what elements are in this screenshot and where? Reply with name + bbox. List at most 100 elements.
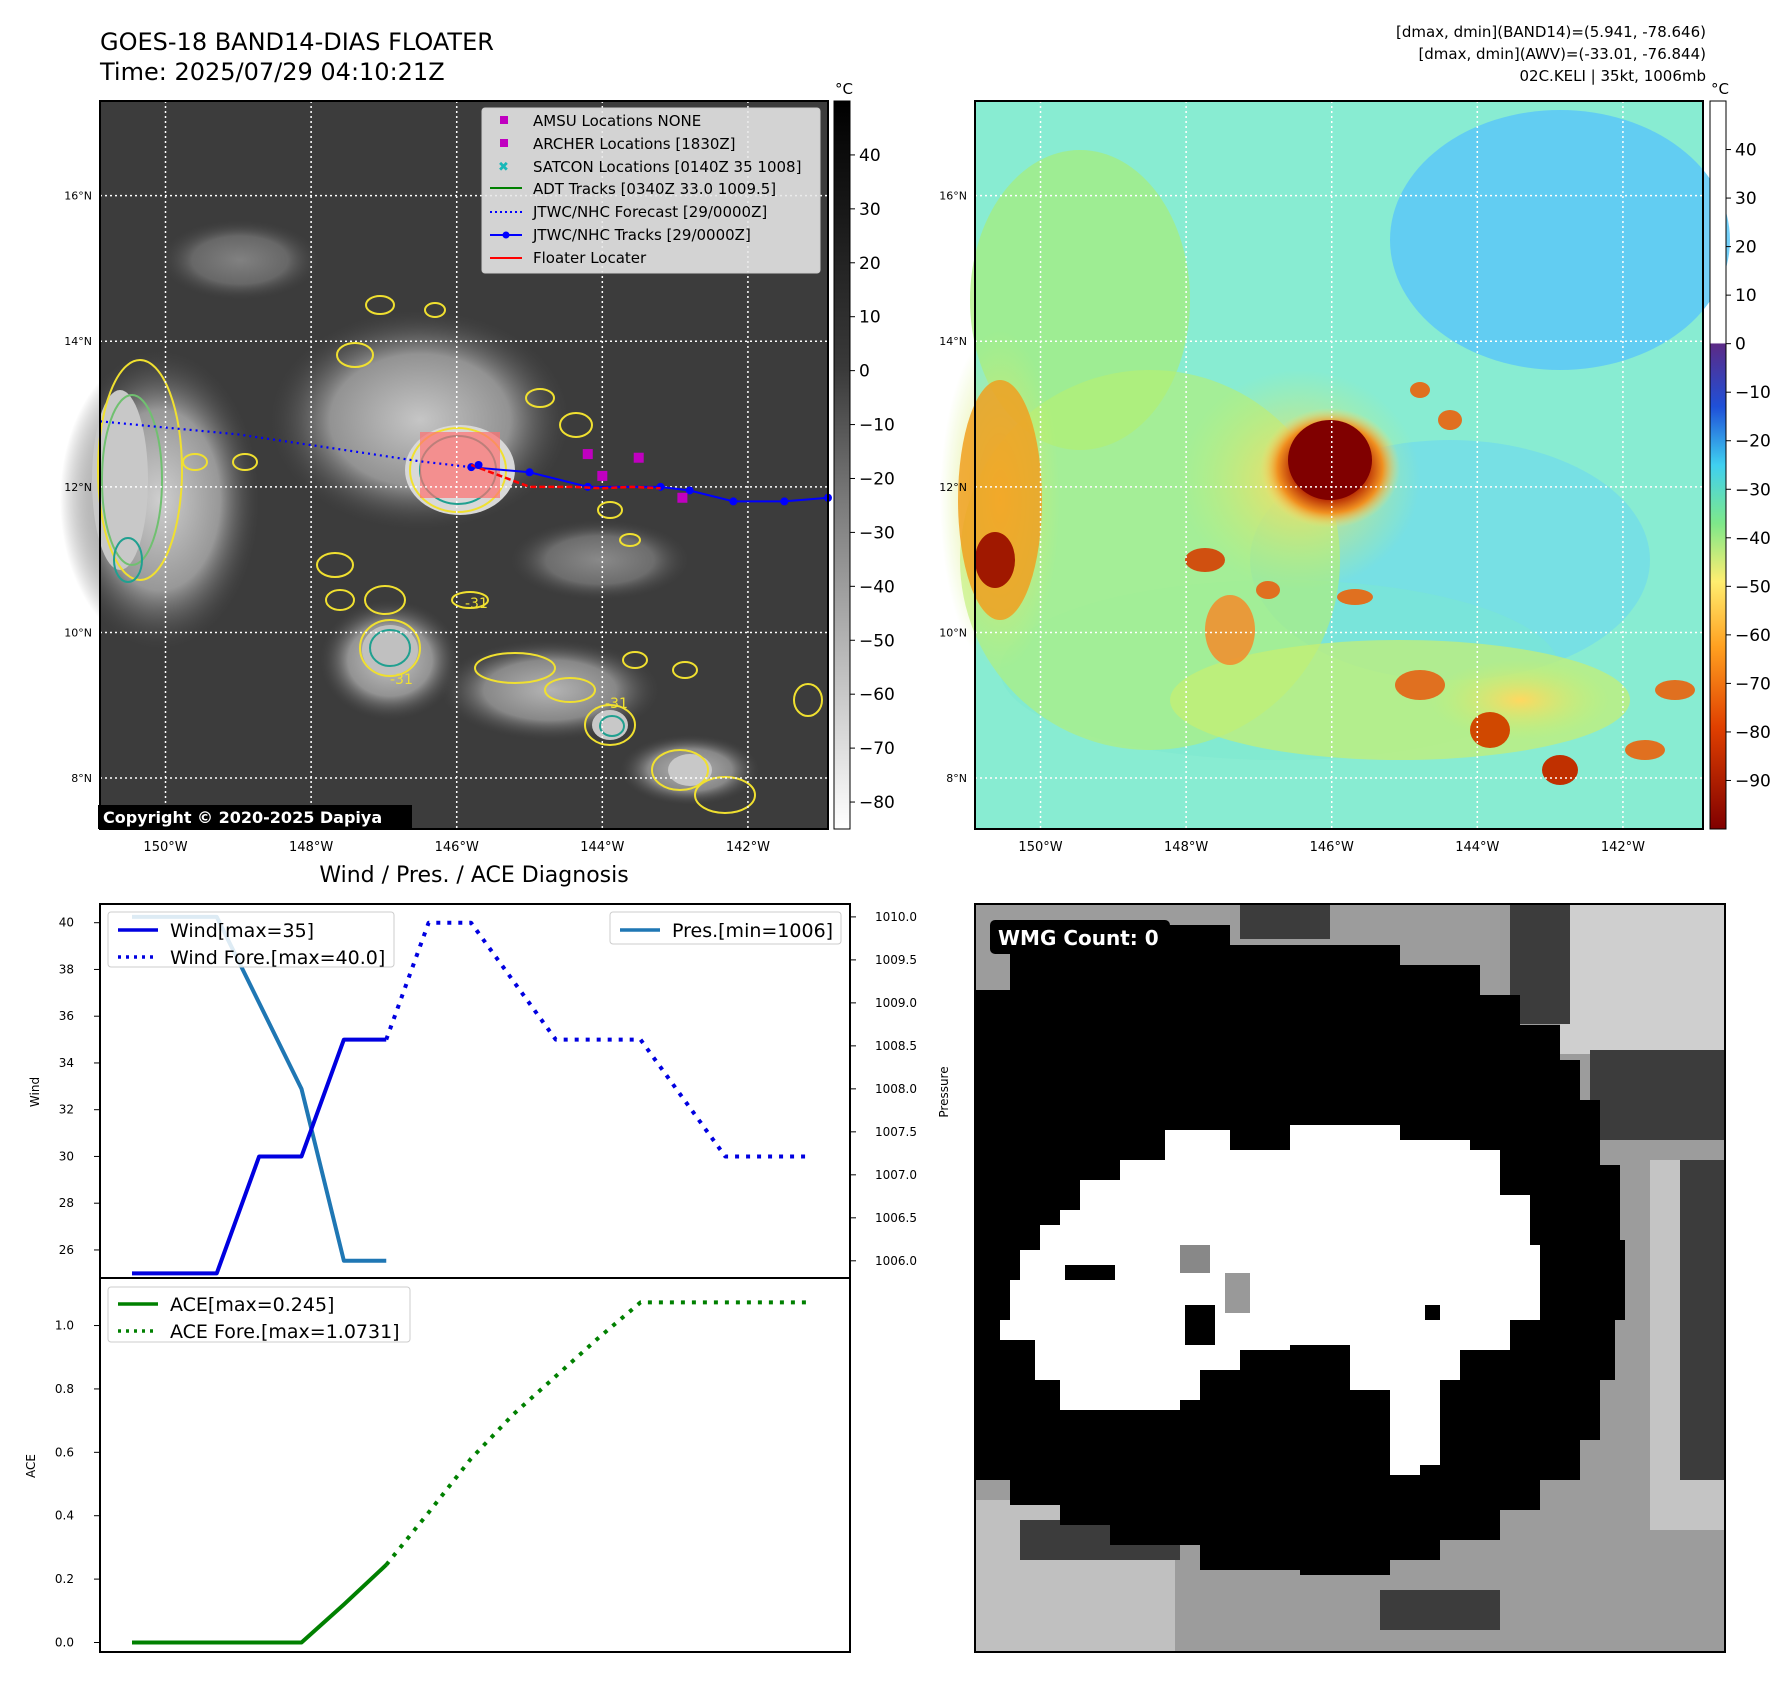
legend-label-ace: ACE[max=0.245]	[170, 1294, 334, 1316]
wind-legend-box	[107, 911, 395, 968]
contour-label: -31	[390, 672, 413, 688]
wv-colorbar	[1709, 100, 1727, 830]
legend-label-adt: ADT Tracks [0340Z 33.0 1009.5]	[533, 180, 776, 198]
ir-map-frame	[99, 100, 829, 830]
copyright-text: Copyright © 2020-2025 Dapiya	[103, 808, 382, 827]
lon-tick-label: 150°W	[1018, 840, 1062, 855]
legend-marker-tracks-dot	[502, 231, 510, 239]
legend-marker-satcon: ✖	[498, 160, 509, 175]
ir-panel: -31 -31 -31 150°W 148°W 146°W 144°W 142°W 16°…	[60, 80, 895, 855]
best-track-point	[525, 468, 534, 477]
y-tick-label: 36	[59, 1009, 74, 1023]
colorbar-tick-label: 10	[859, 308, 881, 328]
legend-label-satcon: SATCON Locations [0140Z 35 1008]	[533, 158, 801, 176]
colorbar-tick-label: 0	[859, 362, 870, 382]
ir-colorbar	[833, 100, 851, 830]
colorbar-tick-label: −20	[859, 469, 895, 489]
info-line1: [dmax, dmin](BAND14)=(5.941, -78.646)	[1396, 23, 1706, 41]
ace-forecast-series-line	[384, 1300, 810, 1567]
y2-tick-label: 1007.0	[875, 1168, 917, 1182]
wmg-black-cell	[1425, 1305, 1440, 1320]
wmg-frame	[974, 903, 1726, 1653]
diagnosis-title: Wind / Pres. / ACE Diagnosis	[319, 863, 628, 888]
wmg-black-cell	[1185, 1305, 1215, 1345]
y2-tick-label: 1006.0	[875, 1254, 917, 1268]
ir-tracks	[99, 420, 832, 506]
lat-tick-label: 16°N	[939, 190, 967, 203]
lon-tick-label: 146°W	[435, 840, 479, 855]
y2-tick-label: 1006.5	[875, 1211, 917, 1225]
wmg-white-core	[1000, 1125, 1540, 1475]
ir-legend: AMSU Locations NONE ARCHER Locations [18…	[481, 107, 821, 274]
y2-tick-label: 1009.0	[875, 996, 917, 1010]
wv-gridlines: 150°W 148°W 146°W 144°W 142°W 16°N 14°N 12°N 10°…	[939, 101, 1703, 855]
lat-tick-label: 12°N	[64, 481, 92, 494]
wind-forecast-series-line	[384, 920, 810, 1159]
lat-tick-label: 10°N	[939, 626, 967, 639]
y-tick-label: 32	[59, 1103, 74, 1117]
wv-colorbar-ticks: 40 30 20 10 0 −10 −20 −30 −40 −50 −60 −70 −80 −90	[1726, 141, 1771, 791]
colorbar-tick-label: −30	[1735, 480, 1771, 500]
colorbar-tick-label: −60	[1735, 626, 1771, 646]
legend-label-amsu: AMSU Locations NONE	[533, 112, 701, 130]
info-line2: [dmax, dmin](AWV)=(-33.01, -76.844)	[1418, 45, 1706, 63]
colorbar-tick-label: 40	[859, 146, 881, 166]
colorbar-tick-label: −70	[1735, 674, 1771, 694]
y-tick-label: 26	[59, 1243, 74, 1257]
y-tick-label: 0.8	[55, 1382, 74, 1396]
archer-point	[633, 452, 644, 463]
wmg-black-cell	[1065, 1265, 1115, 1280]
legend-marker-amsu	[500, 116, 508, 124]
pressure-legend: Pres.[min=1006]	[609, 911, 842, 945]
lat-tick-label: 14°N	[64, 335, 92, 348]
lat-tick-label: 16°N	[64, 190, 92, 203]
floater-track-line	[470, 463, 661, 490]
colorbar-tick-label: −40	[1735, 529, 1771, 549]
best-track-point	[780, 497, 789, 506]
lon-tick-label: 150°W	[143, 840, 187, 855]
lon-tick-label: 148°W	[1164, 840, 1208, 855]
y-tick-label: 40	[59, 916, 74, 930]
legend-label-pressure: Pres.[min=1006]	[672, 920, 833, 942]
colorbar-tick-label: 0	[1735, 335, 1746, 355]
wv-colorbar-unit: °C	[1711, 80, 1729, 98]
ace-legend-box	[107, 1286, 411, 1343]
colorbar-tick-label: −40	[859, 577, 895, 597]
diagnosis-panel: Wind / Pres. / ACE Diagnosis Wind Pressu…	[24, 863, 951, 1653]
wmg-light-patch	[1560, 904, 1725, 1054]
storm-center	[474, 461, 483, 469]
info-line3: 02C.KELI | 35kt, 1006mb	[1519, 67, 1706, 85]
ir-legend-box	[481, 107, 821, 274]
colorbar-tick-label: −30	[859, 523, 895, 543]
y-tick-label: 38	[59, 962, 74, 976]
y2-tick-label: 1009.5	[875, 953, 917, 967]
legend-label-tracks: JTWC/NHC Tracks [29/0000Z]	[532, 226, 751, 244]
y-tick-label: 0.2	[55, 1572, 74, 1586]
colorbar-tick-label: −80	[1735, 723, 1771, 743]
colorbar-tick-label: −10	[859, 416, 895, 436]
wind-legend: Wind[max=35] Wind Fore.[max=40.0]	[107, 911, 395, 969]
archer-point	[597, 470, 608, 481]
lat-tick-label: 10°N	[64, 626, 92, 639]
ace-ylabel: ACE	[24, 1454, 38, 1478]
legend-label-wind: Wind[max=35]	[170, 920, 314, 942]
colorbar-tick-label: 40	[1735, 141, 1757, 161]
wv-moisture-field	[940, 110, 1730, 785]
wmg-dark-patch	[1380, 1590, 1500, 1630]
colorbar-tick-label: 30	[859, 200, 881, 220]
y-tick-label: 0.0	[55, 1635, 74, 1649]
legend-label-archer: ARCHER Locations [1830Z]	[533, 135, 736, 153]
figure-title-line1: GOES-18 BAND14-DIAS FLOATER	[100, 28, 494, 56]
wmg-gray-cell	[1180, 1245, 1210, 1273]
y2-tick-label: 1007.5	[875, 1125, 917, 1139]
wv-map-frame	[974, 100, 1704, 830]
lat-tick-label: 12°N	[939, 481, 967, 494]
legend-label-floater: Floater Locater	[533, 249, 647, 267]
y2-tick-label: 1008.5	[875, 1039, 917, 1053]
ace-series-line	[132, 1563, 388, 1645]
wmg-panel: WMG Count: 0	[974, 903, 1726, 1653]
lat-tick-label: 8°N	[946, 772, 967, 785]
colorbar-tick-label: −10	[1735, 383, 1771, 403]
lat-tick-label: 14°N	[939, 335, 967, 348]
y-tick-label: 0.4	[55, 1509, 74, 1523]
